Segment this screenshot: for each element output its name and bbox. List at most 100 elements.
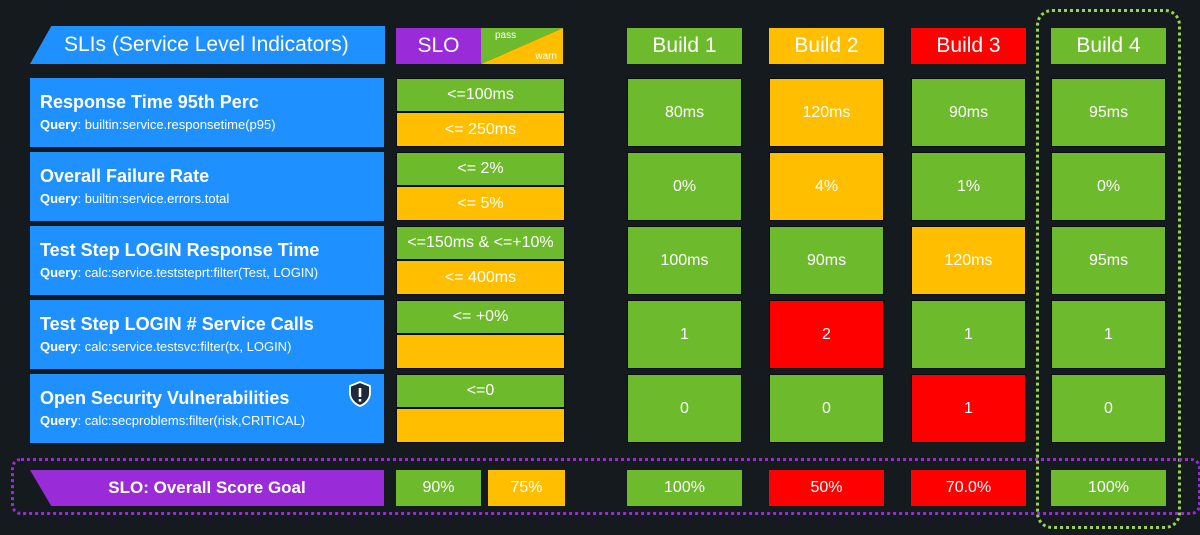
slo-pass-threshold: <=150ms & <=+10% — [396, 226, 565, 260]
build-2-header: Build 2 — [769, 28, 884, 64]
slo-pass-label: <= +0% — [452, 308, 509, 325]
query-label: Query — [40, 117, 78, 132]
value-cell: 100ms — [627, 226, 742, 295]
slo-pass-label: <=100ms — [447, 86, 514, 103]
slo-header: SLO — [396, 28, 481, 64]
sli-row-login-service-calls: Test Step LOGIN # Service Calls Query: c… — [30, 300, 384, 369]
shield-alert-icon — [347, 381, 373, 407]
value-cell: 120ms — [911, 226, 1026, 295]
overall-score-banner: SLO: Overall Score Goal — [30, 470, 384, 506]
warn-triangle — [481, 28, 563, 64]
value-cell: 0 — [769, 374, 884, 443]
value-cell: 95ms — [1051, 226, 1166, 295]
overall-score-cell: 100% — [1051, 470, 1166, 506]
sli-title: Test Step LOGIN Response Time — [40, 240, 320, 260]
value-text: 120ms — [944, 251, 993, 269]
sli-title: Open Security Vulnerabilities — [40, 388, 290, 408]
overall-score-text: 100% — [1088, 479, 1129, 496]
query-label: Query — [40, 339, 78, 354]
sli-title: Overall Failure Rate — [40, 166, 210, 186]
value-cell: 0% — [1051, 152, 1166, 221]
overall-score-text: 50% — [810, 479, 843, 496]
warn-legend-label: warn — [535, 51, 557, 62]
value-text: 0% — [672, 177, 697, 195]
value-cell: 1 — [627, 300, 742, 369]
value-text: 2 — [822, 325, 831, 343]
sli-query: Query: calc:service.teststeprt:filter(Te… — [40, 265, 384, 280]
value-text: 0 — [822, 399, 831, 417]
value-cell: 1 — [1051, 300, 1166, 369]
value-cell: 0% — [627, 152, 742, 221]
overall-score-cell: 70.0% — [911, 470, 1026, 506]
overall-pass-goal-text: 90% — [422, 479, 455, 496]
query-text: : builtin:service.errors.total — [77, 191, 230, 206]
slo-header-label: SLO — [417, 34, 460, 57]
query-text: : calc:service.testsvc:filter(tx, LOGIN) — [77, 339, 292, 354]
value-cell: 120ms — [769, 78, 884, 147]
build-2-label: Build 2 — [794, 34, 859, 57]
slo-warn-threshold — [396, 408, 565, 443]
sli-title: Response Time 95th Perc — [40, 92, 259, 112]
build-4-header: Build 4 — [1051, 28, 1166, 64]
value-text: 1 — [964, 325, 973, 343]
overall-score-label: SLO: Overall Score Goal — [108, 478, 306, 497]
overall-score-highlight-box — [11, 458, 1200, 515]
slo-warn-label: <= 250ms — [444, 120, 517, 138]
slo-warn-threshold: <= 250ms — [396, 112, 565, 147]
value-text: 0 — [1104, 399, 1113, 417]
build4-highlight-box — [1036, 9, 1181, 529]
overall-score-cell: 50% — [769, 470, 884, 506]
value-cell: 2 — [769, 300, 884, 369]
value-text: 100ms — [660, 251, 709, 269]
value-cell: 90ms — [911, 78, 1026, 147]
sli-row-security-vulnerabilities: Open Security Vulnerabilities Query: cal… — [30, 374, 384, 443]
value-cell: 1 — [911, 300, 1026, 369]
value-text: 1% — [956, 177, 981, 195]
pass-warn-legend: pass warn — [481, 28, 563, 64]
value-cell: 4% — [769, 152, 884, 221]
build-3-header: Build 3 — [911, 28, 1026, 64]
sli-header-banner: SLIs (Service Level Indicators) — [30, 26, 385, 64]
slo-pass-label: <= 2% — [457, 160, 504, 177]
slo-pass-threshold: <= 2% — [396, 152, 565, 186]
value-cell: 80ms — [627, 78, 742, 147]
value-cell: 90ms — [769, 226, 884, 295]
build-4-label: Build 4 — [1076, 34, 1141, 57]
sli-row-response-time: Response Time 95th Perc Query: builtin:s… — [30, 78, 384, 147]
slo-pass-threshold: <= +0% — [396, 300, 565, 334]
slo-warn-threshold: <= 400ms — [396, 260, 565, 295]
value-text: 90ms — [806, 251, 847, 269]
value-text: 1 — [1104, 325, 1113, 343]
overall-score-text: 70.0% — [945, 479, 992, 496]
value-cell: 0 — [1051, 374, 1166, 443]
overall-warn-goal-text: 75% — [510, 479, 543, 496]
query-label: Query — [40, 265, 78, 280]
slo-pass-threshold: <=0 — [396, 374, 565, 408]
sli-row-login-response-time: Test Step LOGIN Response Time Query: cal… — [30, 226, 384, 295]
query-label: Query — [40, 191, 78, 206]
value-text: 0% — [1096, 177, 1121, 195]
query-text: : calc:service.teststeprt:filter(Test, L… — [77, 265, 319, 280]
sli-query: Query: calc:secproblems:filter(risk,CRIT… — [40, 413, 384, 428]
shield-alert-graphic — [349, 381, 371, 407]
pass-warn-legend-graphic — [481, 28, 563, 64]
overall-pass-goal: 90% — [396, 470, 481, 506]
build-1-label: Build 1 — [652, 34, 717, 57]
slo-pass-threshold: <=100ms — [396, 78, 565, 112]
value-text: 95ms — [1088, 103, 1129, 121]
query-label: Query — [40, 413, 78, 428]
sli-title: Test Step LOGIN # Service Calls — [40, 314, 314, 334]
slo-warn-label: <= 5% — [457, 194, 504, 212]
slo-warn-threshold: <= 5% — [396, 186, 565, 221]
build-1-header: Build 1 — [627, 28, 742, 64]
value-text: 1 — [964, 399, 973, 417]
value-text: 95ms — [1088, 251, 1129, 269]
sli-query: Query: builtin:service.responsetime(p95) — [40, 117, 384, 132]
value-cell: 0 — [627, 374, 742, 443]
value-text: 4% — [814, 177, 839, 195]
overall-score-text: 100% — [664, 479, 705, 496]
sli-query: Query: builtin:service.errors.total — [40, 191, 384, 206]
query-text: : calc:secproblems:filter(risk,CRITICAL) — [77, 413, 306, 428]
query-text: : builtin:service.responsetime(p95) — [77, 117, 276, 132]
